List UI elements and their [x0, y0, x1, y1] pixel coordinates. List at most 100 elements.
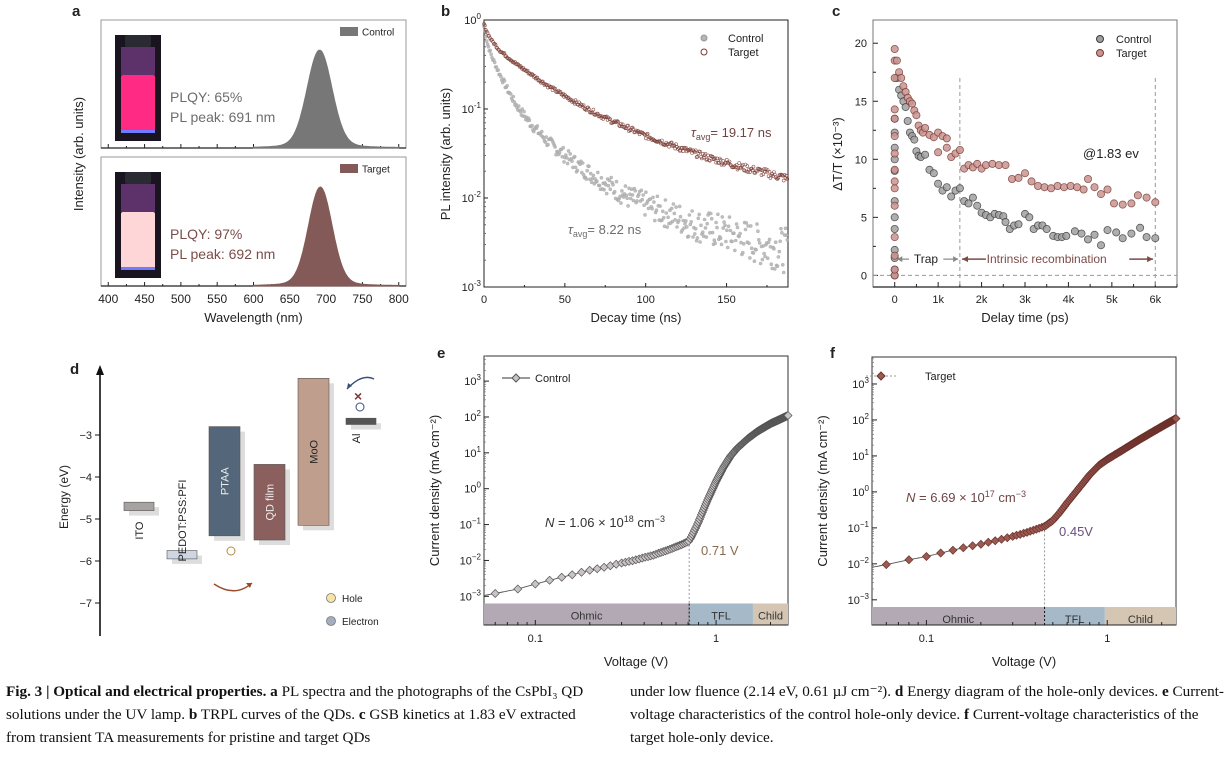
data-point — [781, 178, 786, 183]
data-point — [567, 98, 572, 103]
data-point — [490, 37, 494, 42]
data-point — [684, 146, 688, 150]
data-point — [759, 173, 764, 177]
data-point — [968, 541, 978, 551]
vial-neck — [121, 47, 155, 75]
data-point — [587, 164, 591, 169]
y-tick-label: 10−3 — [460, 588, 482, 603]
data-point — [948, 545, 958, 555]
x-tick-label: 50 — [559, 294, 571, 306]
hole-icon — [226, 546, 236, 556]
data-point — [612, 189, 617, 194]
series-control — [490, 411, 793, 598]
data-point — [619, 201, 623, 205]
panel-letter-c: c — [832, 3, 840, 20]
data-point — [934, 148, 943, 157]
data-point — [607, 178, 612, 183]
data-point — [765, 168, 770, 172]
data-point — [488, 48, 493, 53]
data-point — [648, 136, 653, 140]
data-point — [675, 145, 679, 149]
data-point — [1118, 200, 1127, 209]
data-point — [1084, 235, 1093, 244]
data-point — [936, 548, 946, 558]
legend-label-control: Control — [1116, 34, 1151, 46]
data-point — [749, 246, 754, 250]
data-point — [713, 241, 718, 245]
data-point — [553, 86, 557, 91]
data-point — [619, 122, 623, 126]
data-point — [512, 61, 517, 65]
data-point — [903, 117, 912, 126]
data-point — [497, 48, 501, 52]
data-point — [530, 72, 534, 76]
spectrum-subplot-target: Target PLQY: 97% PL peak: 692 nm — [100, 156, 407, 287]
data-point — [732, 231, 736, 235]
data-point — [499, 74, 503, 79]
data-point — [483, 23, 487, 28]
data-point — [1142, 193, 1151, 202]
vtfl-label: 0.45V — [1059, 524, 1093, 539]
data-point — [735, 225, 740, 230]
data-point — [755, 222, 759, 226]
caption-segment: a — [270, 683, 278, 700]
data-point — [780, 231, 784, 235]
data-point — [890, 165, 899, 174]
data-point — [683, 222, 687, 226]
data-point — [921, 150, 930, 159]
data-point — [615, 119, 620, 123]
data-point — [500, 50, 505, 55]
data-point — [721, 226, 726, 230]
data-point — [776, 255, 781, 259]
data-point — [568, 152, 573, 156]
data-point — [513, 60, 517, 64]
data-point — [767, 170, 772, 174]
hole-transfer-arrow — [213, 582, 253, 592]
data-point — [976, 539, 986, 549]
y-tick-label: 102 — [464, 409, 481, 424]
data-point — [605, 561, 615, 571]
spectrum-area-target — [253, 186, 400, 287]
data-point — [742, 168, 747, 173]
data-point — [631, 198, 636, 203]
data-point — [728, 228, 733, 233]
energy-level-moo: MoO — [297, 377, 334, 531]
data-point — [747, 241, 751, 246]
trap-density-annotation: N = 1.06 × 1018 cm−3 — [545, 514, 665, 530]
data-point — [1090, 183, 1099, 192]
x-tick-label: 0.1 — [919, 633, 934, 645]
panel-letter-b: b — [441, 3, 450, 20]
data-point — [780, 262, 785, 267]
data-point — [760, 257, 765, 262]
data-point — [890, 201, 899, 210]
data-point — [988, 159, 997, 168]
level-label: ITO — [134, 521, 146, 540]
vial-cap — [125, 172, 151, 184]
data-point — [676, 218, 681, 223]
data-point — [693, 148, 698, 153]
vial-liquid — [121, 75, 155, 133]
data-point — [565, 161, 570, 166]
legend-marker-control — [1096, 35, 1104, 43]
data-point — [973, 201, 982, 210]
data-point — [1079, 185, 1088, 194]
region-band-child — [1104, 607, 1176, 625]
x-tick-label: 1k — [932, 294, 944, 306]
data-point — [751, 164, 756, 169]
data-point — [621, 195, 626, 199]
figure-caption-right: under low fluence (2.14 eV, 0.61 µJ cm⁻²… — [630, 680, 1230, 749]
data-point — [756, 229, 760, 233]
data-point — [492, 60, 497, 65]
series-target — [482, 22, 790, 183]
data-point — [890, 149, 899, 158]
data-point — [628, 196, 633, 201]
plqy-annotation: PLQY: 65% — [170, 89, 242, 105]
data-point — [744, 221, 749, 225]
data-point — [557, 151, 562, 155]
data-point — [602, 187, 606, 192]
data-point — [726, 224, 731, 229]
data-point — [674, 205, 678, 209]
data-point — [614, 179, 619, 184]
data-point — [1151, 198, 1160, 207]
data-point — [1062, 231, 1071, 240]
